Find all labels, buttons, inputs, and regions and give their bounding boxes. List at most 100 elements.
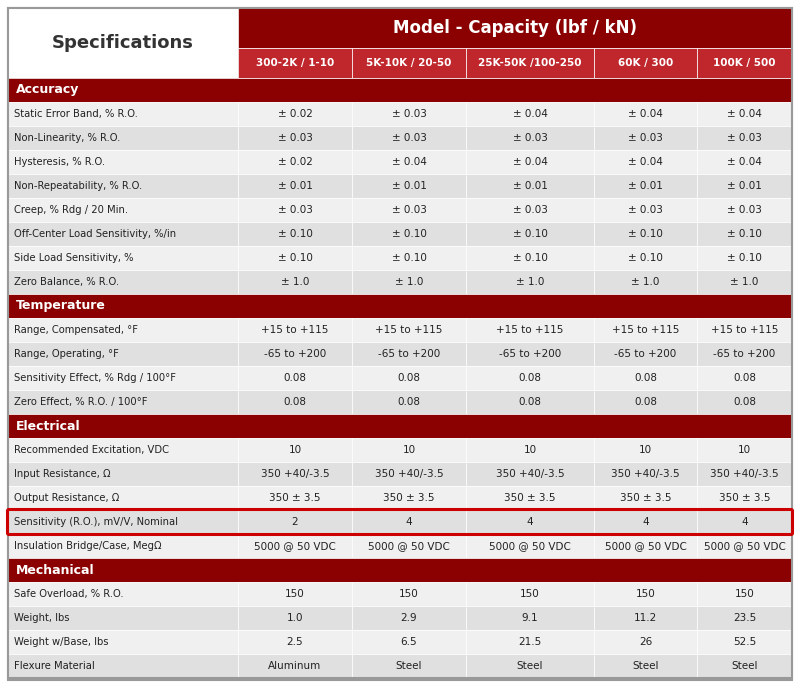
Text: 1.0: 1.0 bbox=[286, 613, 303, 623]
Text: 4: 4 bbox=[642, 517, 649, 527]
Bar bbox=[594, 486, 697, 510]
Bar bbox=[594, 126, 697, 150]
Text: +15 to +115: +15 to +115 bbox=[711, 325, 778, 335]
Text: Safe Overload, % R.O.: Safe Overload, % R.O. bbox=[14, 589, 124, 599]
Text: 0.08: 0.08 bbox=[518, 373, 542, 383]
Text: 150: 150 bbox=[285, 589, 305, 599]
Text: ± 0.10: ± 0.10 bbox=[727, 253, 762, 263]
Bar bbox=[594, 366, 697, 390]
Text: 150: 150 bbox=[636, 589, 655, 599]
Text: 350 ± 3.5: 350 ± 3.5 bbox=[504, 493, 556, 503]
Text: Off-Center Load Sensitivity, %/in: Off-Center Load Sensitivity, %/in bbox=[14, 229, 176, 239]
Text: ± 0.01: ± 0.01 bbox=[628, 181, 663, 191]
Bar bbox=[594, 606, 697, 630]
Bar bbox=[594, 654, 697, 678]
Text: ± 0.10: ± 0.10 bbox=[391, 229, 426, 239]
Text: ± 0.03: ± 0.03 bbox=[391, 133, 426, 143]
Text: Temperature: Temperature bbox=[16, 299, 106, 312]
Text: 60K / 300: 60K / 300 bbox=[618, 58, 673, 68]
Bar bbox=[466, 48, 594, 78]
Bar bbox=[466, 222, 594, 246]
Text: 350 ± 3.5: 350 ± 3.5 bbox=[383, 493, 434, 503]
Text: 0.08: 0.08 bbox=[398, 373, 421, 383]
Bar bbox=[238, 222, 352, 246]
Bar bbox=[352, 630, 466, 654]
Text: 9.1: 9.1 bbox=[522, 613, 538, 623]
Bar bbox=[697, 126, 792, 150]
Bar bbox=[594, 270, 697, 294]
Text: ± 0.02: ± 0.02 bbox=[278, 157, 313, 167]
Text: 5000 @ 50 VDC: 5000 @ 50 VDC bbox=[368, 541, 450, 551]
Bar bbox=[697, 534, 792, 558]
Text: ± 0.10: ± 0.10 bbox=[513, 229, 547, 239]
Text: 350 ± 3.5: 350 ± 3.5 bbox=[620, 493, 671, 503]
Bar bbox=[466, 486, 594, 510]
Text: 21.5: 21.5 bbox=[518, 637, 542, 647]
Bar bbox=[594, 150, 697, 174]
Text: 0.08: 0.08 bbox=[733, 397, 756, 407]
Bar bbox=[8, 414, 792, 438]
Bar bbox=[238, 390, 352, 414]
Bar bbox=[697, 438, 792, 462]
Bar bbox=[594, 342, 697, 366]
Bar bbox=[594, 534, 697, 558]
Text: 350 ± 3.5: 350 ± 3.5 bbox=[270, 493, 321, 503]
Text: 10: 10 bbox=[289, 445, 302, 455]
Bar bbox=[594, 48, 697, 78]
Text: 10: 10 bbox=[738, 445, 751, 455]
Text: Static Error Band, % R.O.: Static Error Band, % R.O. bbox=[14, 109, 138, 119]
Text: 300-2K / 1-10: 300-2K / 1-10 bbox=[256, 58, 334, 68]
Text: ± 1.0: ± 1.0 bbox=[395, 277, 423, 287]
Text: Steel: Steel bbox=[517, 661, 543, 671]
Text: ± 0.03: ± 0.03 bbox=[727, 205, 762, 215]
Text: 4: 4 bbox=[741, 517, 748, 527]
Text: 100K / 500: 100K / 500 bbox=[714, 58, 776, 68]
Bar bbox=[594, 102, 697, 126]
Bar bbox=[352, 174, 466, 198]
Bar bbox=[352, 390, 466, 414]
Text: +15 to +115: +15 to +115 bbox=[262, 325, 329, 335]
Bar bbox=[238, 606, 352, 630]
Text: 0.08: 0.08 bbox=[634, 397, 657, 407]
Bar bbox=[238, 198, 352, 222]
Text: -65 to +200: -65 to +200 bbox=[264, 349, 326, 359]
Text: 5000 @ 50 VDC: 5000 @ 50 VDC bbox=[489, 541, 571, 551]
Text: ± 0.10: ± 0.10 bbox=[391, 253, 426, 263]
Text: 0.08: 0.08 bbox=[283, 397, 306, 407]
Text: Weight, lbs: Weight, lbs bbox=[14, 613, 70, 623]
Bar bbox=[8, 582, 238, 606]
Bar bbox=[697, 366, 792, 390]
Bar bbox=[352, 510, 466, 534]
Bar bbox=[466, 630, 594, 654]
Text: Mechanical: Mechanical bbox=[16, 563, 94, 577]
Bar bbox=[8, 390, 238, 414]
Bar bbox=[594, 510, 697, 534]
Text: 2.5: 2.5 bbox=[286, 637, 303, 647]
Bar bbox=[594, 462, 697, 486]
Bar bbox=[238, 654, 352, 678]
Text: 350 +40/-3.5: 350 +40/-3.5 bbox=[611, 469, 680, 479]
Text: +15 to +115: +15 to +115 bbox=[496, 325, 564, 335]
Bar bbox=[466, 270, 594, 294]
Bar bbox=[8, 174, 238, 198]
Text: 10: 10 bbox=[523, 445, 537, 455]
Text: 2.9: 2.9 bbox=[401, 613, 418, 623]
Text: Steel: Steel bbox=[731, 661, 758, 671]
Bar bbox=[697, 222, 792, 246]
Text: Output Resistance, Ω: Output Resistance, Ω bbox=[14, 493, 119, 503]
Bar bbox=[352, 654, 466, 678]
Bar bbox=[466, 150, 594, 174]
Text: ± 0.04: ± 0.04 bbox=[727, 157, 762, 167]
Text: 0.08: 0.08 bbox=[518, 397, 542, 407]
Text: ± 0.03: ± 0.03 bbox=[278, 133, 313, 143]
Text: Flexure Material: Flexure Material bbox=[14, 661, 94, 671]
Bar bbox=[8, 366, 238, 390]
Bar bbox=[238, 582, 352, 606]
Bar bbox=[352, 438, 466, 462]
Bar bbox=[238, 630, 352, 654]
Text: Aluminum: Aluminum bbox=[268, 661, 322, 671]
Bar bbox=[697, 342, 792, 366]
Bar bbox=[352, 222, 466, 246]
Bar bbox=[594, 246, 697, 270]
Bar bbox=[8, 318, 238, 342]
